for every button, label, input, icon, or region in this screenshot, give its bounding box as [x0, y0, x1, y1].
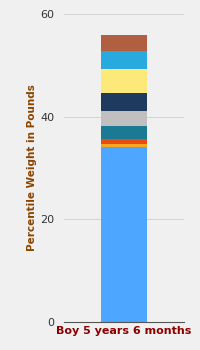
- Bar: [101, 69, 147, 92]
- Bar: [101, 126, 147, 139]
- Bar: [101, 147, 147, 322]
- Y-axis label: Percentile Weight in Pounds: Percentile Weight in Pounds: [27, 85, 37, 251]
- Bar: [101, 139, 147, 144]
- Bar: [101, 144, 147, 147]
- Bar: [101, 111, 147, 126]
- Bar: [101, 92, 147, 111]
- Bar: [101, 35, 147, 51]
- Bar: [101, 51, 147, 69]
